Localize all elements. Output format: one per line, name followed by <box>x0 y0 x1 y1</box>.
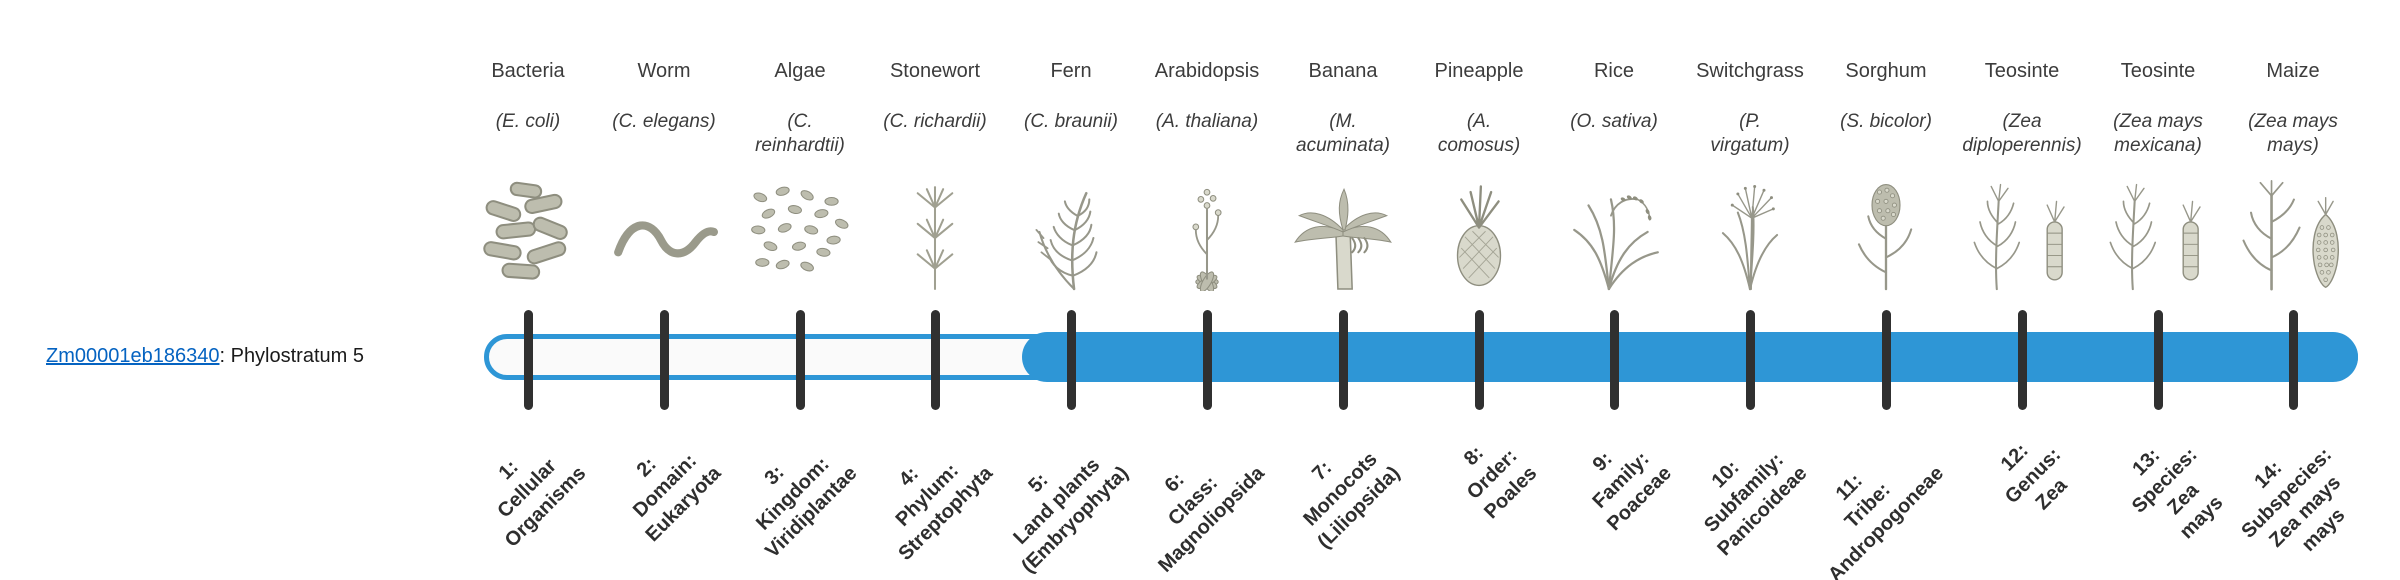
organism-scientific-name: (P. virgatum) <box>1710 111 1790 156</box>
organism-scientific-name: (M. acuminata) <box>1296 111 1390 156</box>
phylostratum-tick <box>1881 310 1891 410</box>
switchgrass-icon <box>1675 176 1825 291</box>
organism-name: Rice <box>1593 60 1634 82</box>
organism-scientific-name: (Zea diploperennis) <box>1962 111 2082 156</box>
phylostratum-tick <box>523 310 533 410</box>
organism-column: Teosinte (Zea diploperennis) <box>1947 58 2097 298</box>
organism-column: Rice (O. sativa) <box>1539 58 1689 298</box>
organism-name: Worm <box>637 60 691 82</box>
organism-name: Bacteria <box>491 60 565 82</box>
organism-scientific-name: (A. thaliana) <box>1155 111 1259 132</box>
gene-phylostratum-text: : Phylostratum 5 <box>219 345 364 367</box>
organism-name: Banana <box>1308 60 1378 82</box>
phylostratum-tick <box>1202 310 1212 410</box>
phylostratum-tick <box>2017 310 2027 410</box>
organism-column: Maize (Zea mays mays) <box>2218 58 2368 298</box>
organism-scientific-name: (E. coli) <box>495 111 561 132</box>
organism-name: Sorghum <box>1845 60 1927 82</box>
phylostratum-tick <box>795 310 805 410</box>
organism-scientific-name: (Zea mays mays) <box>2248 111 2338 156</box>
organism-column: Worm (C. elegans) <box>589 58 739 298</box>
organism-column: Banana (M. acuminata) <box>1268 58 1418 298</box>
organism-column: Arabidopsis (A. thaliana) <box>1132 58 1282 298</box>
phylostratum-tick <box>1338 310 1348 410</box>
organism-column: Bacteria (E. coli) <box>453 58 603 298</box>
organism-column: Fern (C. braunii) <box>996 58 1146 298</box>
phylostratum-label: 12: Genus: Zea <box>1996 439 2072 515</box>
sorghum-icon <box>1811 176 1961 291</box>
arabidopsis-icon <box>1132 176 1282 291</box>
phylostratum-label: 9: Family: Poaceae <box>1588 447 1676 536</box>
organism-name: Stonewort <box>889 60 981 82</box>
organism-scientific-name: (C. richardii) <box>883 111 987 132</box>
phylostratum-label: 6: Class: Magnoliopsida <box>1154 462 1269 577</box>
organism-scientific-name: (S. bicolor) <box>1840 111 1932 132</box>
organism-name: Pineapple <box>1434 60 1524 82</box>
teosinte-icon <box>2083 176 2233 291</box>
phylostratum-label: 4: Phylum: Streptophyta <box>891 459 997 565</box>
organism-scientific-name: (O. sativa) <box>1570 111 1658 132</box>
phylostratum-label: 14: Subspecies: Zea mays mays <box>2237 443 2350 556</box>
phylostratum-label: 1: Cellular Organisms <box>492 454 590 552</box>
organism-name: Switchgrass <box>1696 60 1804 82</box>
phylostratum-tick <box>2288 310 2298 410</box>
phylostratum-tick <box>930 310 940 410</box>
pineapple-icon <box>1404 176 1554 291</box>
phylostratum-tick <box>1474 310 1484 410</box>
phylostratum-tick <box>1066 310 1076 410</box>
gene-id-link[interactable]: Zm00001eb186340 <box>46 345 220 367</box>
phylostratum-label: 8: Order: Poales <box>1459 441 1541 524</box>
phylostratum-label: 11: Tribe: Andropogoneae <box>1823 462 1948 580</box>
rice-icon <box>1539 176 1689 291</box>
worm-icon <box>589 176 739 291</box>
organism-column: Pineapple (A. comosus) <box>1404 58 1554 298</box>
organism-scientific-name: (C. reinhardtii) <box>755 111 845 156</box>
organism-scientific-name: (Zea mays mexicana) <box>2113 111 2203 156</box>
phylostratum-label: 2: Domain: Eukaryota <box>629 449 726 547</box>
organism-name: Maize <box>2266 60 2320 82</box>
organism-name: Teosinte <box>1984 60 2060 82</box>
teosinte-icon <box>1947 176 2097 291</box>
phylostratum-tick <box>1609 310 1619 410</box>
organism-column: Sorghum (S. bicolor) <box>1811 58 1961 298</box>
organism-name: Algae <box>774 60 826 82</box>
phylostratum-label: 13: Species: Zea mays <box>2127 443 2228 544</box>
organism-scientific-name: (A. comosus) <box>1437 111 1521 156</box>
organism-name: Teosinte <box>2120 60 2196 82</box>
organism-name: Arabidopsis <box>1154 60 1260 82</box>
organism-column: Switchgrass (P. virgatum) <box>1675 58 1825 298</box>
phylostratum-label: 3: Kingdom: Viridiplantae <box>752 453 862 563</box>
organism-name: Fern <box>1050 60 1092 82</box>
stonewort-icon <box>860 176 1010 291</box>
timeline-bar-fill <box>1022 332 2358 382</box>
algae-icon <box>725 176 875 291</box>
organism-column: Stonewort (C. richardii) <box>860 58 1010 298</box>
organism-scientific-name: (C. elegans) <box>612 111 716 132</box>
phylostratum-label: 5: Land plants (Embryophyta) <box>1009 454 1133 578</box>
banana-icon <box>1268 176 1418 291</box>
organism-column: Teosinte (Zea mays mexicana) <box>2083 58 2233 298</box>
phylostratum-tick <box>2153 310 2163 410</box>
phylostratum-tick <box>1745 310 1755 410</box>
phylostratum-label: 10: Subfamily: Panicoideae <box>1700 448 1812 561</box>
phylostratum-tick <box>659 310 669 410</box>
organism-column: Algae (C. reinhardtii) <box>725 58 875 298</box>
fern-icon <box>996 176 1146 291</box>
maize-icon <box>2218 176 2368 291</box>
gene-label: Zm00001eb186340: Phylostratum 5 <box>46 345 364 368</box>
organism-scientific-name: (C. braunii) <box>1024 111 1118 132</box>
bacteria-icon <box>453 176 603 291</box>
phylostratum-label: 7: Monocots (Liliopsida) <box>1299 448 1405 554</box>
